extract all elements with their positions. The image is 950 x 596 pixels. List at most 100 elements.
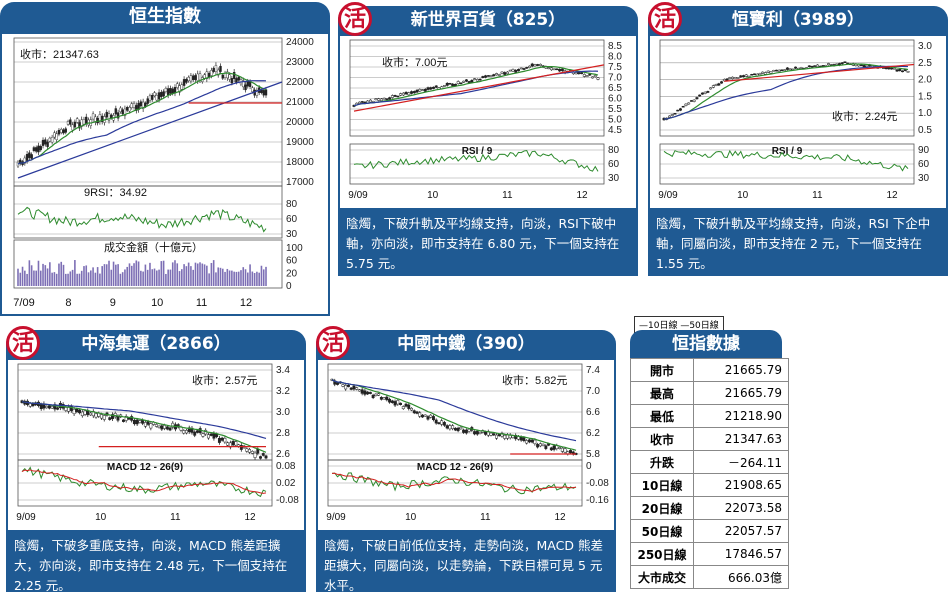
candle-body xyxy=(228,74,231,80)
candle-body xyxy=(30,154,33,159)
candle-body xyxy=(219,65,222,72)
candle-body xyxy=(681,106,685,108)
candle-body xyxy=(673,113,677,115)
candle-body xyxy=(689,100,693,102)
candle-body xyxy=(248,449,252,453)
volume-bar xyxy=(42,263,44,286)
candle-body xyxy=(451,425,455,429)
table-value: 21665.79 xyxy=(693,358,789,382)
candle-body xyxy=(221,74,224,79)
candle-body xyxy=(541,443,545,446)
y-tick-label: 3.2 xyxy=(276,386,290,397)
candle-body xyxy=(431,416,435,420)
volume-bar xyxy=(121,272,124,286)
volume-bar xyxy=(262,269,265,286)
y-tick-label: 7.5 xyxy=(608,62,622,73)
candle-body xyxy=(536,64,540,66)
candle-body xyxy=(141,101,145,109)
candle-body xyxy=(445,82,449,86)
candle-body xyxy=(132,103,136,108)
candle-body xyxy=(484,431,487,435)
y-tick-label: 5.8 xyxy=(586,449,600,460)
lower-label: MACD 12 - 26(9) xyxy=(417,462,493,473)
candle-body xyxy=(706,91,710,93)
candle-body xyxy=(895,69,899,72)
candle-body xyxy=(171,88,174,94)
candle-body xyxy=(434,85,438,88)
volume-bar xyxy=(92,267,94,286)
candle-body xyxy=(692,99,696,102)
candle-body xyxy=(226,71,229,79)
candle-body xyxy=(492,74,496,77)
candle-body xyxy=(544,445,548,449)
volume-bar xyxy=(140,270,142,286)
candle-body xyxy=(212,67,215,72)
candle-body xyxy=(176,424,180,428)
y-tick-label: 24000 xyxy=(286,37,314,48)
candle-body xyxy=(492,433,496,436)
candle-body xyxy=(234,441,238,446)
candle-body xyxy=(684,103,688,106)
candle-body xyxy=(69,119,72,125)
candle-body xyxy=(388,97,392,100)
candle-body xyxy=(810,65,814,68)
lower-plot-border xyxy=(17,459,273,507)
candle-body xyxy=(226,442,230,446)
table-value: 666.03億 xyxy=(693,565,789,589)
candle-body xyxy=(827,63,830,66)
volume-bar xyxy=(196,263,199,286)
y-tick-label: 23000 xyxy=(286,57,314,68)
candle-body xyxy=(182,430,186,434)
candle-body xyxy=(816,64,819,68)
close-label: 收市：21347.63 xyxy=(20,47,99,61)
y-tick-label: 6.6 xyxy=(586,407,600,418)
candle-body xyxy=(514,434,518,440)
csh-chart: 3.4 3.2 3.0 2.8 2.6 收市：2.57元 0.08 0.02 -0.08 MACD… xyxy=(16,363,299,523)
volume-bar xyxy=(67,273,69,286)
x-tick-label: 11 xyxy=(502,190,513,201)
candle-body xyxy=(162,91,165,97)
candle-body xyxy=(407,404,411,409)
candle-body xyxy=(574,72,578,75)
candle-body xyxy=(739,75,743,78)
volume-bar xyxy=(60,261,63,286)
candle-body xyxy=(552,68,556,71)
candle-body xyxy=(374,98,378,101)
candle-body xyxy=(56,407,60,410)
candle-body xyxy=(459,426,463,430)
volume-bar xyxy=(162,260,165,286)
volume-bar xyxy=(212,260,215,286)
table-value: 21665.79 xyxy=(693,381,789,405)
candle-body xyxy=(593,75,597,78)
candle-body xyxy=(393,401,397,406)
candle-body xyxy=(742,75,745,78)
candle-body xyxy=(426,87,430,90)
rsi-label: 9RSI：34.92 xyxy=(84,187,147,199)
candle-body xyxy=(379,396,383,400)
candle-body xyxy=(582,74,586,77)
lower-tick-label: -0.08 xyxy=(276,495,299,506)
y-tick-label: 2.8 xyxy=(276,428,290,439)
candle-body xyxy=(390,95,394,98)
y-tick-label: 2.5 xyxy=(918,58,932,69)
volume-bar xyxy=(99,273,101,286)
y-tick-label: 19000 xyxy=(286,137,314,148)
table-key: 最高 xyxy=(630,381,694,405)
csh-note: 陰燭，下破多重底支持，向淡，MACD 熊差距擴大，亦向淡，即市支持在 2.48 … xyxy=(6,530,306,593)
volume-bar xyxy=(256,271,258,286)
candle-body xyxy=(72,409,76,415)
candle-body xyxy=(585,75,589,77)
table-value: －264.11 xyxy=(693,450,789,474)
nwd-chart: 8.58.07.57.06.56.05.55.04.5 收市：7.00元 80 60 3… xyxy=(348,39,622,201)
candle-body xyxy=(533,64,537,67)
candle-body xyxy=(588,73,592,76)
y-tick-label: 1.0 xyxy=(918,108,932,119)
candle-body xyxy=(434,419,438,424)
x-tick-label: 10 xyxy=(151,297,163,309)
candle-body xyxy=(168,427,172,431)
candle-body xyxy=(687,102,691,105)
candle-body xyxy=(382,397,386,400)
candle-body xyxy=(245,448,249,452)
volume-bar xyxy=(192,269,194,286)
candle-body xyxy=(358,101,361,104)
